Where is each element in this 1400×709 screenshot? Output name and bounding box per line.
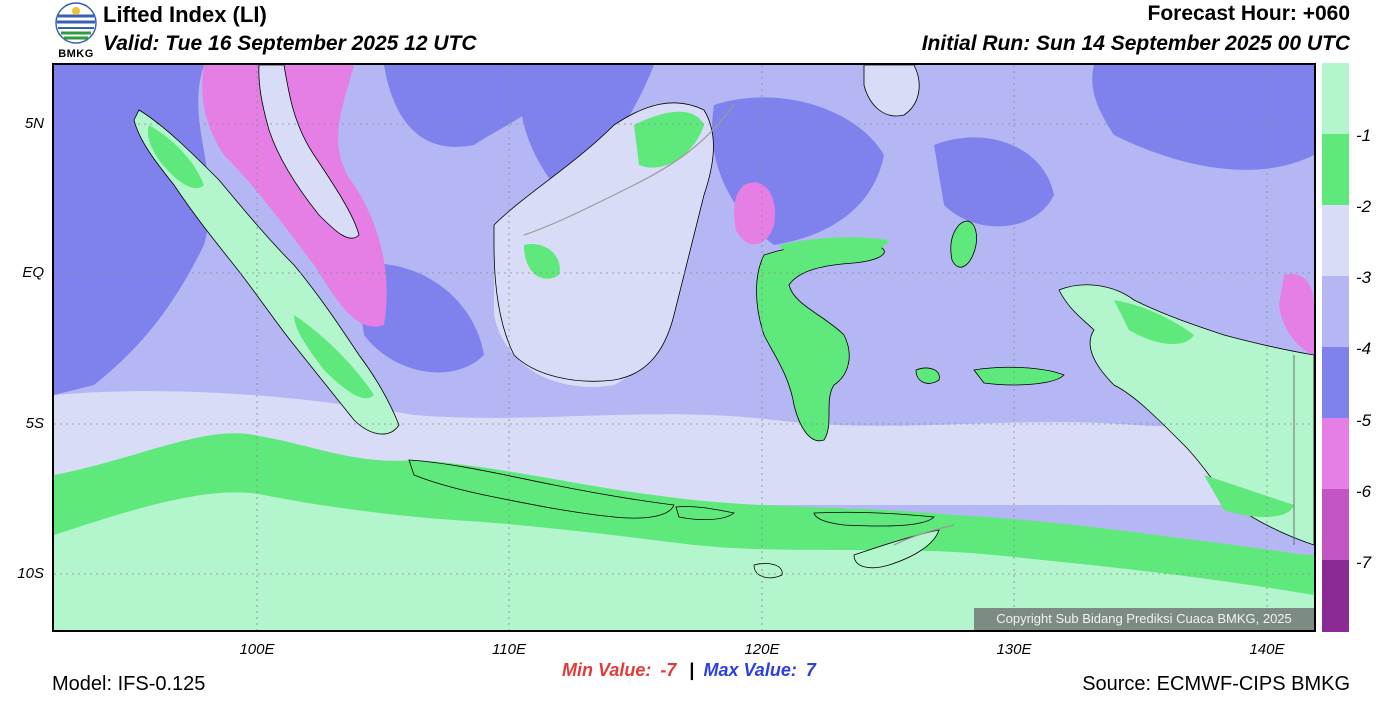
colorbar-label-4: -4 xyxy=(1356,339,1372,358)
map-canvas xyxy=(54,65,1314,630)
grid-lines xyxy=(54,65,1314,630)
lon-label-120e: 120E xyxy=(744,641,780,658)
blob-green-papua-s xyxy=(1204,475,1294,517)
blob-green-papua xyxy=(1114,300,1194,345)
chart-title: Lifted Index (LI) xyxy=(103,2,267,27)
source-info: Source: ECMWF-CIPS BMKG xyxy=(1082,673,1350,695)
colorbar-swatch-7 xyxy=(1322,560,1349,632)
land-mindanao xyxy=(863,65,920,117)
copyright-notice: Copyright Sub Bidang Prediksi Cuaca BMKG… xyxy=(974,608,1314,630)
zone-magenta-sulawesi-sea xyxy=(734,182,775,245)
land-timor xyxy=(853,529,940,569)
max-label: Max Value: xyxy=(703,660,797,680)
blob-green-sumatra-s xyxy=(294,315,374,399)
land-java xyxy=(408,459,675,519)
bmkg-logo: BMKG xyxy=(52,2,100,60)
colorbar-swatch-3 xyxy=(1322,276,1349,347)
colorbar-label-3: -3 xyxy=(1356,268,1372,287)
lat-label-10s: 10S xyxy=(17,565,44,582)
max-value: 7 xyxy=(805,660,816,680)
lon-label-110e: 110E xyxy=(492,641,526,658)
zone-mint-south xyxy=(54,492,1314,630)
valid-time: Valid: Tue 16 September 2025 12 UTC xyxy=(103,32,477,55)
logo-text: BMKG xyxy=(58,48,94,60)
bmkg-emblem-icon xyxy=(55,2,97,44)
min-max-separator: | xyxy=(689,660,695,680)
lon-label-130e: 130E xyxy=(996,641,1032,658)
border-timor xyxy=(893,524,955,546)
colorbar-label-6: -6 xyxy=(1356,482,1372,501)
model-info: Model: IFS-0.125 xyxy=(52,673,206,695)
lat-label-eq: EQ xyxy=(22,264,44,281)
colorbar-swatch-5 xyxy=(1322,418,1349,489)
lon-label-100e: 100E xyxy=(239,641,275,658)
lon-label-140e: 140E xyxy=(1249,641,1285,658)
min-value: -7 xyxy=(660,660,677,680)
land-seram xyxy=(973,366,1065,386)
forecast-hour: Forecast Hour: +060 xyxy=(1147,2,1351,25)
zone-mid-blue-center xyxy=(934,137,1054,227)
colorbar-label-7: -7 xyxy=(1356,553,1372,572)
colorbar-label-2: -2 xyxy=(1356,197,1372,216)
lat-label-5s: 5S xyxy=(25,415,44,432)
land-flores xyxy=(813,511,935,527)
colorbar-swatch-0 xyxy=(1322,63,1349,134)
colorbar-label-1: -1 xyxy=(1356,126,1372,145)
land-sulawesi xyxy=(756,242,885,442)
initial-run: Initial Run: Sun 14 September 2025 00 UT… xyxy=(921,32,1350,55)
land-malay-peninsula xyxy=(258,65,360,239)
colorbar-swatch-6 xyxy=(1322,489,1349,560)
colorbar-swatch-1 xyxy=(1322,134,1349,205)
land-bali-lombok xyxy=(675,506,735,521)
min-label: Min Value: xyxy=(562,660,652,680)
land-buru xyxy=(915,367,940,384)
blob-green-sumatra xyxy=(147,125,204,189)
blob-green-borneo-n xyxy=(634,111,704,168)
colorbar xyxy=(1322,63,1349,632)
zone-mid-blue-pacific xyxy=(1092,65,1314,170)
colorbar-swatch-4 xyxy=(1322,347,1349,418)
zone-mid-blue-borneo-n xyxy=(520,65,654,185)
zone-magenta-papua-n xyxy=(1279,274,1314,355)
land-maluku xyxy=(950,220,977,268)
blob-green-sulawesi-n xyxy=(779,237,889,257)
min-max-values: Min Value: -7 | Max Value: 7 xyxy=(562,660,820,681)
blob-green-borneo-w xyxy=(524,244,560,279)
colorbar-label-5: -5 xyxy=(1356,411,1372,430)
zone-magenta-north xyxy=(309,65,344,89)
border-borneo xyxy=(523,104,735,236)
lifted-index-map xyxy=(52,63,1316,632)
colorbar-swatch-2 xyxy=(1322,205,1349,276)
zone-magenta-malacca xyxy=(202,65,387,327)
lat-label-5n: 5N xyxy=(24,115,44,132)
